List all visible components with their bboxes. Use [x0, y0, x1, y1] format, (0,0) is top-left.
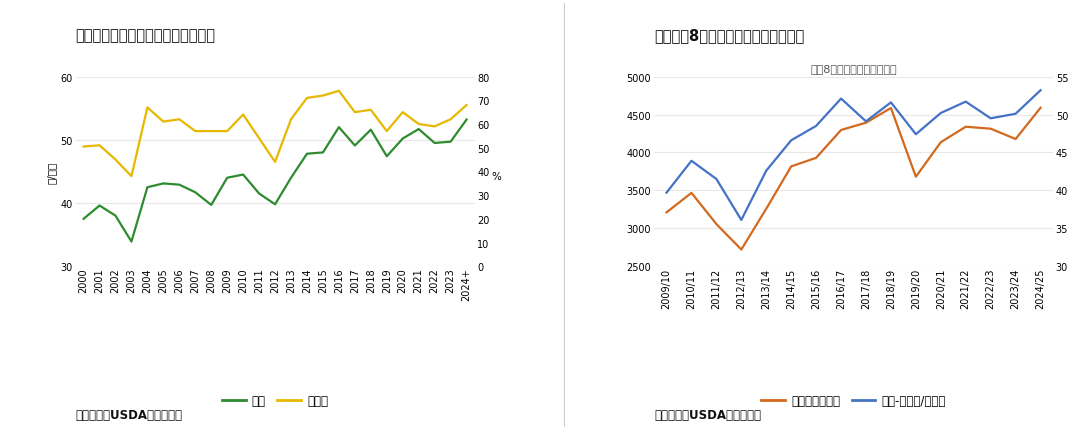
- Text: 数据来源：USDA，国富期货: 数据来源：USDA，国富期货: [654, 408, 761, 421]
- Y-axis label: %: %: [491, 172, 501, 182]
- Y-axis label: 蒲/英亩: 蒲/英亩: [46, 161, 56, 183]
- Legend: 产量（百万蒲）, 单产-右（蒲/英亩）: 产量（百万蒲）, 单产-右（蒲/英亩）: [757, 390, 950, 412]
- Title: 历史8月月报公布单产和产量: 历史8月月报公布单产和产量: [810, 64, 896, 74]
- Text: 图：美豆8月月报公布单产和产量水平: 图：美豆8月月报公布单产和产量水平: [654, 28, 805, 43]
- Text: 图：美豆单产与优良率变化有趋同性: 图：美豆单产与优良率变化有趋同性: [76, 28, 216, 43]
- Text: 数据来源：USDA，国富期货: 数据来源：USDA，国富期货: [76, 408, 183, 421]
- Legend: 单产, 优良率: 单产, 优良率: [217, 390, 333, 412]
